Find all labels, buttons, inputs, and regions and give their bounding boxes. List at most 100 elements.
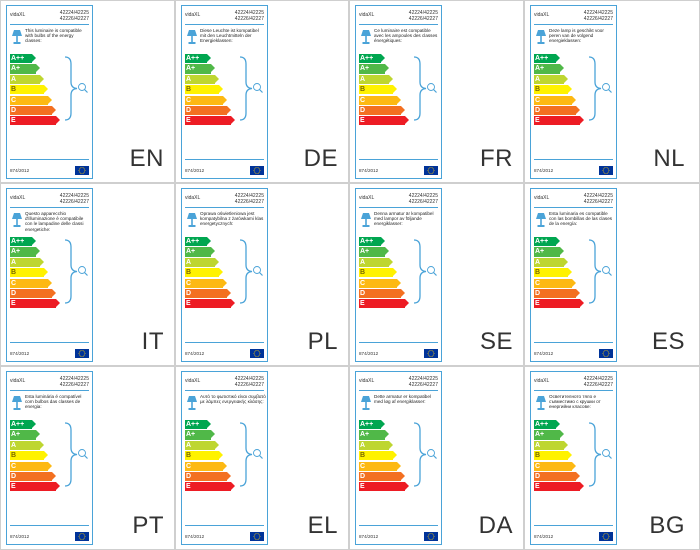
bar-fill [10, 64, 36, 74]
energy-class-bars: A++ A+ A B C D E [185, 237, 245, 310]
bar-fill [534, 54, 556, 64]
product-code: 42224/42225 [583, 376, 613, 382]
compatibility-text: Deze lamp is geschikt voor peren van de … [549, 28, 604, 44]
energy-class-label: C [535, 462, 541, 470]
compatibility-text: Esta luminaria es compatible con las bom… [549, 211, 613, 227]
energy-class-label: A+ [186, 248, 196, 256]
energy-class-bar: E [10, 299, 70, 309]
bar-fill [185, 64, 211, 74]
energy-class-bar: A+ [534, 64, 594, 74]
energy-class-label: D [535, 289, 541, 297]
energy-class-label: A++ [186, 55, 200, 62]
energy-class-bar: B [185, 451, 245, 461]
energy-class-label: B [360, 86, 366, 94]
energy-class-label: A+ [360, 248, 370, 256]
regulation-number: 874/2012 [534, 351, 554, 356]
bulb-icon [601, 264, 613, 282]
language-code: EL [307, 512, 338, 539]
bar-tip [44, 85, 48, 94]
bar-fill [359, 430, 385, 440]
brace-icon [412, 56, 438, 121]
energy-class-bar: A+ [185, 247, 245, 257]
product-code: 42224/42225 [234, 376, 264, 382]
energy-class-bar: A [185, 440, 245, 450]
energy-class-label: A++ [360, 421, 374, 428]
energy-class-bar: D [10, 471, 70, 482]
energy-class-bar: C [10, 95, 70, 105]
bulb-icon [601, 81, 613, 99]
eu-flag-icon [424, 532, 438, 541]
energy-class-label: C [11, 96, 17, 104]
product-code: 42226/42227 [234, 382, 264, 388]
bar-tip [393, 451, 397, 460]
energy-class-bar: A++ [534, 237, 594, 247]
product-code: 42226/42227 [408, 382, 438, 388]
energy-class-bar: B [10, 268, 70, 278]
energy-class-label: A [360, 441, 366, 449]
bar-fill [359, 64, 385, 74]
bar-fill [534, 74, 564, 84]
bar-tip [223, 95, 227, 104]
energy-class-label: C [186, 279, 192, 287]
lamp-icon [11, 212, 23, 228]
bar-tip [397, 278, 401, 287]
language-code: DA [478, 512, 513, 539]
bar-fill [10, 85, 44, 95]
compatibility-text: Αυτό το φωτιστικό είναι συμβατό με λάμπε… [200, 394, 266, 405]
bar-fill [359, 482, 405, 492]
brand-name: vidaXL [10, 12, 26, 18]
bar-tip [580, 299, 584, 308]
product-code: 42226/42227 [583, 382, 613, 388]
eu-flag-icon [75, 166, 89, 175]
energy-class-label: A+ [535, 248, 545, 256]
bar-tip [215, 440, 219, 449]
energy-class-bar: A++ [10, 420, 70, 430]
bar-tip [44, 268, 48, 277]
bar-fill [185, 451, 219, 461]
energy-label: vidaXL 42224/42225 42226/42227 Diese Leucht… [181, 5, 268, 179]
bar-fill [185, 461, 223, 471]
energy-class-label: C [360, 279, 366, 287]
energy-class-bar: A+ [359, 247, 419, 257]
bar-fill [359, 237, 381, 247]
compatibility-text: Dette armatur er kompatibel med løg af e… [374, 394, 431, 405]
energy-class-bar: A [10, 440, 70, 450]
label-panel: vidaXL 42224/42225 42226/42227 Αυτό το φωτι… [175, 366, 349, 550]
energy-class-bar: B [359, 451, 419, 461]
bar-tip [211, 430, 215, 439]
regulation-number: 874/2012 [10, 534, 30, 539]
label-panel: vidaXL 42224/42225 42226/42227 Осветителнот… [524, 366, 700, 550]
energy-label: vidaXL 42224/42225 42226/42227 Deze lamp is… [530, 5, 617, 179]
eu-flag-icon [75, 532, 89, 541]
product-code: 42224/42225 [408, 376, 438, 382]
label-panel: vidaXL 42224/42225 42226/42227 Ce luminaire… [349, 0, 524, 183]
energy-class-bar: C [359, 278, 419, 288]
energy-class-label: A [535, 441, 541, 449]
divider [359, 342, 438, 343]
bar-fill [10, 461, 48, 471]
product-code: 42224/42225 [59, 193, 89, 199]
energy-class-label: B [535, 269, 541, 277]
energy-label: vidaXL 42224/42225 42226/42227 Oprawa oświe… [181, 188, 268, 362]
bar-fill [359, 105, 401, 116]
bar-tip [572, 95, 576, 104]
bar-fill [359, 299, 405, 309]
bar-fill [534, 95, 572, 105]
label-panel: vidaXL 42224/42225 42226/42227 Esta luminar… [524, 183, 700, 366]
product-codes: 42224/42225 42226/42227 [235, 376, 264, 388]
energy-label: vidaXL 42224/42225 42226/42227 Ce luminaire… [355, 5, 442, 179]
energy-class-label: D [186, 472, 192, 480]
bar-tip [564, 257, 568, 266]
brace-icon [587, 422, 613, 487]
bar-tip [223, 278, 227, 287]
bar-tip [215, 74, 219, 83]
energy-class-label: E [186, 300, 191, 308]
bar-tip [231, 482, 235, 491]
language-code: NL [653, 145, 685, 172]
bar-fill [185, 299, 231, 309]
energy-class-bars: A++ A+ A B C D E [10, 237, 70, 310]
energy-class-bar: E [534, 116, 594, 126]
bar-fill [10, 451, 44, 461]
energy-class-bar: C [534, 461, 594, 471]
bar-tip [36, 430, 40, 439]
